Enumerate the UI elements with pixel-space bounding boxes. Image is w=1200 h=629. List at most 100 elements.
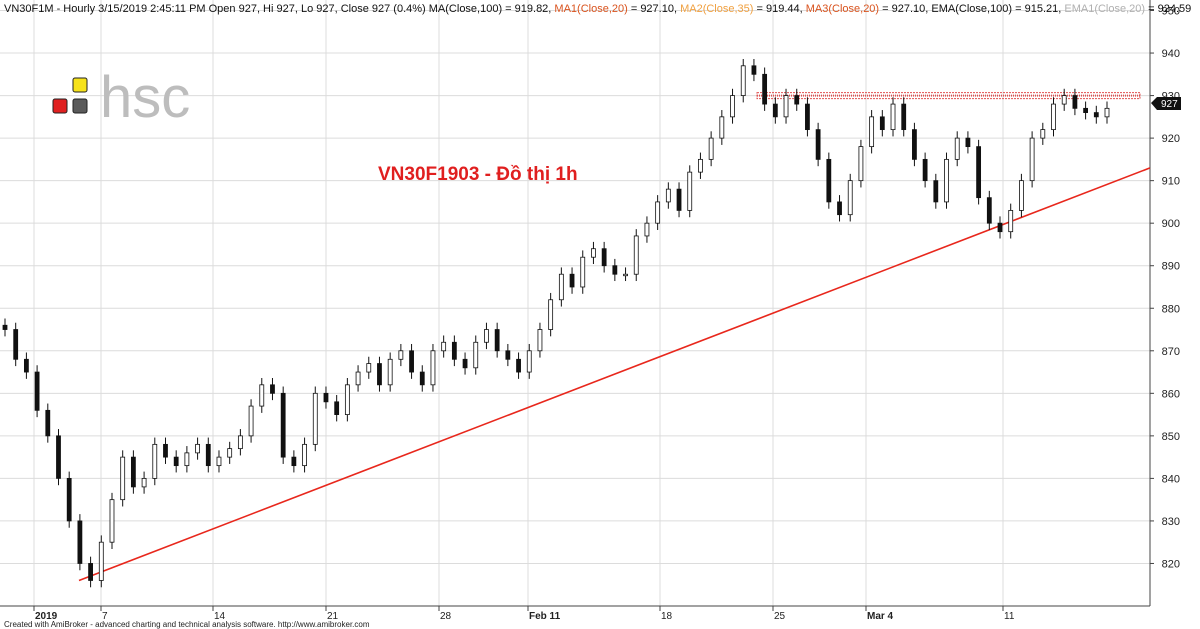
candle — [323, 386, 329, 409]
candle-body — [237, 435, 243, 450]
candle-body — [45, 409, 51, 437]
candle-body — [98, 541, 104, 581]
candle — [270, 378, 275, 401]
hsc-logo: hsc — [52, 65, 190, 130]
logo-red-square — [52, 98, 68, 114]
candle-body — [847, 180, 853, 216]
candle — [890, 97, 896, 137]
candle-body — [34, 371, 40, 411]
x-tick-label: Mar 4 — [867, 611, 894, 622]
candle — [1040, 122, 1046, 145]
candle-body — [1040, 129, 1046, 139]
candle-body — [344, 384, 350, 415]
candle — [398, 343, 404, 367]
candle — [612, 258, 618, 282]
candle — [355, 365, 361, 392]
candle-body — [323, 392, 329, 403]
candle-body — [837, 201, 842, 216]
x-tick-label: 18 — [661, 611, 673, 622]
candle-body — [377, 363, 382, 386]
candle-body — [591, 248, 596, 258]
candle-body — [965, 137, 971, 148]
candle-body — [719, 116, 725, 139]
x-tick-label: 11 — [1004, 611, 1015, 622]
chart-header: VN30F1M - Hourly 3/15/2019 2:45:11 PM Op… — [4, 3, 1191, 15]
candle-body — [248, 405, 254, 437]
candle — [1029, 131, 1035, 188]
support-trendline — [78, 167, 1151, 582]
candle-body — [997, 222, 1003, 233]
candle — [1093, 105, 1099, 124]
candle — [526, 343, 532, 379]
candle-body — [772, 103, 778, 118]
candle-body — [612, 265, 618, 275]
candle — [13, 322, 19, 367]
candle-body — [13, 329, 19, 360]
y-tick-label: 920 — [1162, 133, 1180, 145]
candle — [66, 471, 72, 528]
candle-body — [1008, 210, 1014, 233]
candle — [976, 139, 982, 205]
price-bars — [2, 58, 1110, 588]
x-tick-label: 21 — [327, 611, 339, 622]
candle-body — [537, 329, 543, 352]
candle-body — [56, 435, 61, 479]
candle — [387, 352, 393, 392]
candle — [77, 514, 83, 571]
candle — [997, 216, 1003, 239]
candle-body — [580, 256, 586, 288]
candle-body — [1019, 180, 1024, 211]
y-tick-label: 910 — [1162, 176, 1180, 188]
candle — [23, 352, 29, 379]
candle — [730, 88, 735, 124]
x-tick-label: 28 — [440, 611, 452, 622]
candle — [409, 343, 414, 379]
y-tick-label: 850 — [1162, 431, 1180, 443]
candle — [954, 131, 960, 167]
candle-body — [205, 443, 211, 467]
candle — [205, 437, 211, 473]
candle — [344, 378, 350, 422]
candle-body — [355, 371, 361, 386]
candle — [901, 97, 907, 137]
candle — [494, 322, 500, 358]
candle — [2, 318, 8, 337]
candle-body — [409, 350, 414, 373]
candle-body — [366, 363, 372, 373]
candle-body — [901, 103, 907, 131]
candle — [184, 446, 190, 473]
candle-body — [152, 443, 158, 479]
candle — [248, 399, 254, 443]
candle-body — [933, 180, 939, 203]
candle-body — [655, 201, 661, 224]
candle-body — [441, 341, 447, 352]
candle-body — [548, 299, 554, 330]
candle-body — [195, 443, 200, 454]
candle-body — [184, 452, 190, 467]
candle — [965, 131, 971, 154]
candle — [933, 173, 939, 209]
candle-body — [494, 329, 500, 352]
y-tick-label: 840 — [1162, 473, 1180, 485]
y-tick-label: 860 — [1162, 388, 1180, 400]
candle-body — [462, 358, 468, 369]
candle — [302, 437, 307, 473]
header-ma1: MA1(Close,20) — [554, 3, 627, 15]
x-tick-label: 25 — [774, 611, 786, 622]
candle — [280, 386, 286, 464]
candle-body — [334, 401, 340, 415]
candle-body — [633, 235, 639, 275]
candle — [644, 216, 650, 243]
candle-body — [1061, 95, 1067, 105]
candle-body — [740, 65, 746, 96]
candle-body — [826, 158, 832, 203]
candle-body — [986, 197, 992, 224]
header-ema1: EMA1(Close,20) — [1064, 3, 1145, 15]
candle-body — [644, 222, 650, 237]
candle-body — [141, 477, 147, 488]
candle-body — [163, 443, 168, 458]
candle — [259, 378, 265, 413]
candle — [291, 450, 297, 473]
candle — [783, 88, 789, 124]
